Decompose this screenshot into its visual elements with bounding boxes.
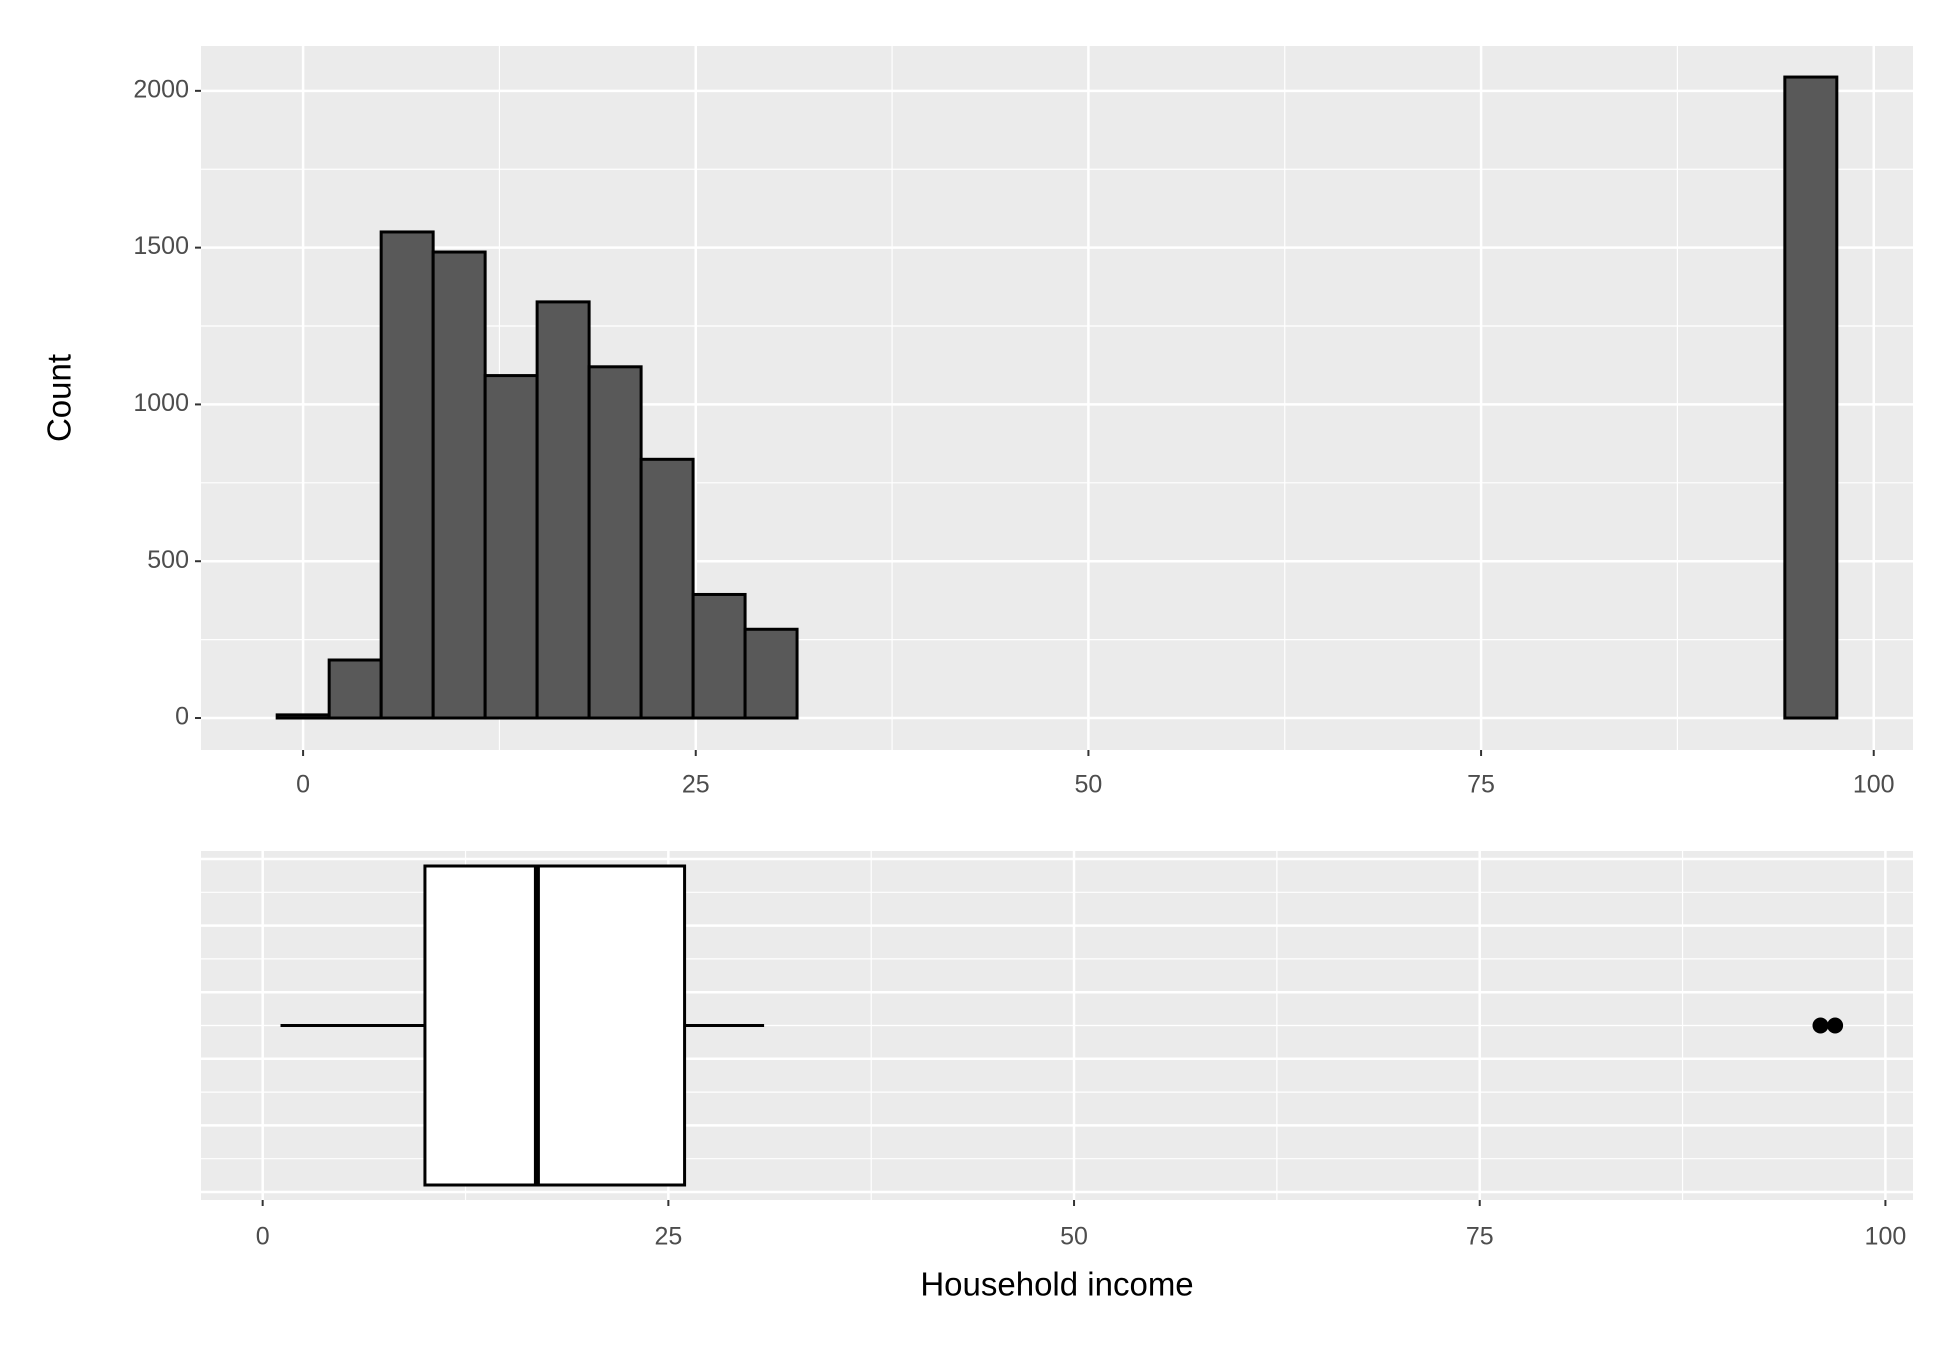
x-tick-label: 75 (1466, 1223, 1494, 1251)
x-tick-label: 25 (682, 771, 710, 799)
bar (691, 592, 747, 720)
bar (743, 627, 799, 720)
x-tick-label: 100 (1853, 771, 1895, 799)
bar (639, 457, 695, 720)
y-tick-label: 1000 (133, 389, 189, 417)
bar (275, 713, 331, 720)
bar (1783, 75, 1839, 720)
y-tick-label: 0 (175, 703, 189, 731)
bar (431, 250, 487, 720)
outlier (1812, 1017, 1829, 1034)
x-tick-label: 0 (256, 1223, 270, 1251)
outlier (1827, 1017, 1844, 1034)
x-tick-label: 50 (1060, 1223, 1088, 1251)
box (423, 864, 687, 1187)
y-tick-label: 500 (147, 546, 189, 574)
x-tick-label: 100 (1865, 1223, 1907, 1251)
x-tick-label: 75 (1467, 771, 1495, 799)
x-tick-label: 50 (1075, 771, 1103, 799)
bar (379, 230, 435, 720)
x-tick-label: 0 (296, 771, 310, 799)
x-tick-label: 25 (654, 1223, 682, 1251)
y-axis-title: Count (41, 354, 78, 442)
y-tick-label: 1500 (133, 232, 189, 260)
bar (587, 365, 643, 720)
bar (535, 300, 591, 720)
bar (327, 658, 383, 720)
y-tick-label: 2000 (133, 75, 189, 103)
bar (483, 374, 539, 720)
x-axis-title: Household income (920, 1266, 1193, 1303)
